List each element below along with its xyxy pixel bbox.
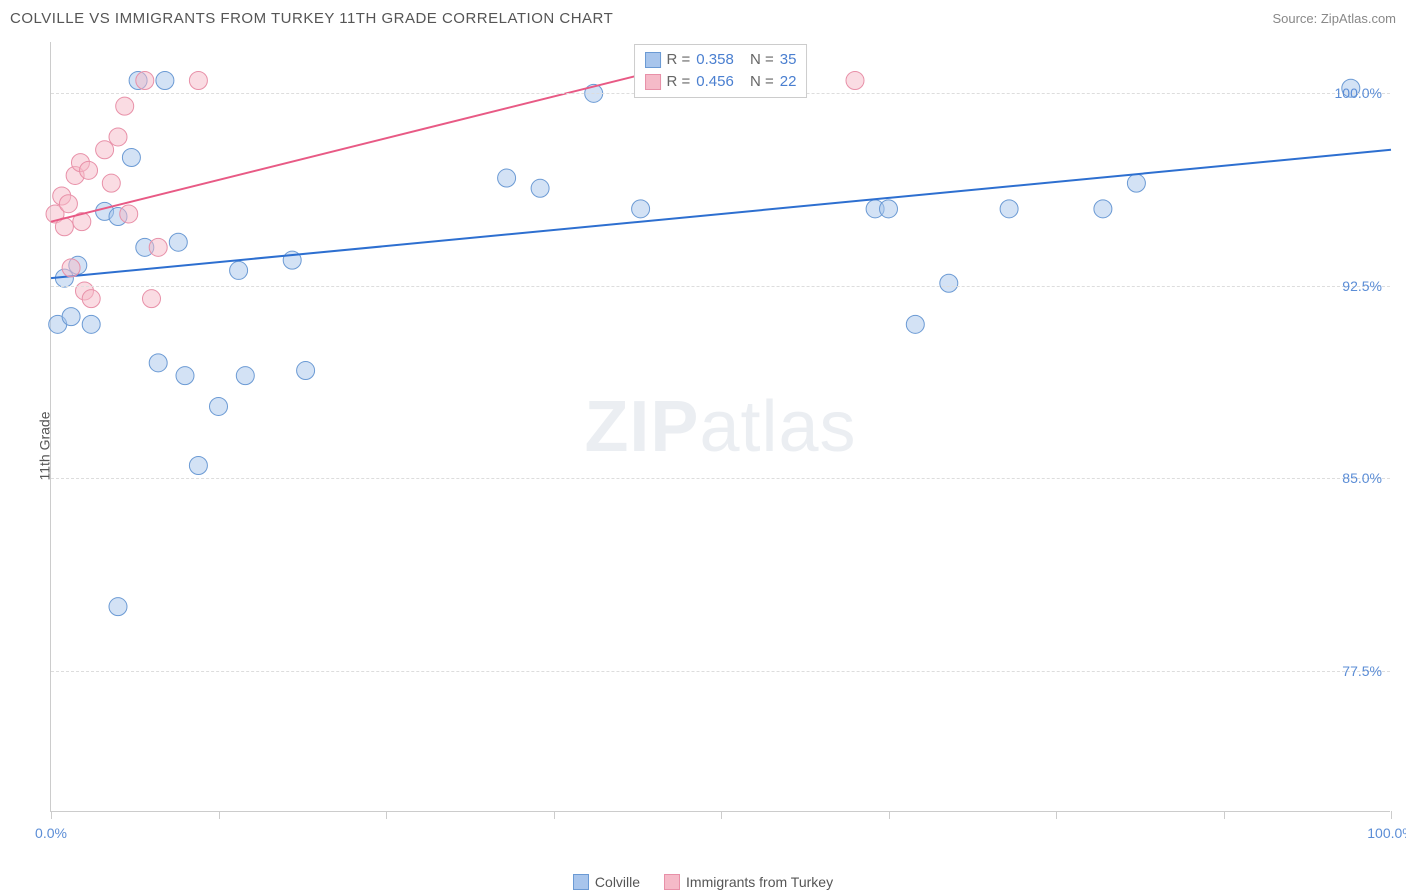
- data-point: [143, 290, 161, 308]
- data-point: [230, 261, 248, 279]
- data-point: [236, 367, 254, 385]
- chart-title: COLVILLE VS IMMIGRANTS FROM TURKEY 11TH …: [10, 10, 613, 27]
- r-label: R =: [667, 71, 691, 93]
- data-point: [96, 141, 114, 159]
- data-point: [62, 308, 80, 326]
- y-tick-label: 92.5%: [1342, 278, 1382, 294]
- legend-label-turkey: Immigrants from Turkey: [686, 874, 833, 890]
- data-point: [632, 200, 650, 218]
- data-point: [498, 169, 516, 187]
- r-label: R =: [667, 49, 691, 71]
- x-tick-label: 100.0%: [1367, 825, 1406, 841]
- legend-item-colville: Colville: [573, 874, 640, 890]
- data-point: [80, 161, 98, 179]
- data-point: [109, 598, 127, 616]
- data-point: [59, 195, 77, 213]
- data-point: [149, 354, 167, 372]
- chart-header: COLVILLE VS IMMIGRANTS FROM TURKEY 11TH …: [10, 10, 1396, 27]
- x-tick: [889, 811, 890, 819]
- y-tick-label: 85.0%: [1342, 470, 1382, 486]
- data-point: [62, 259, 80, 277]
- data-point: [102, 174, 120, 192]
- correlation-legend: R = 0.358 N = 35 R = 0.456 N = 22: [634, 44, 808, 98]
- gridline: [51, 478, 1390, 479]
- data-point: [880, 200, 898, 218]
- x-tick: [219, 811, 220, 819]
- data-point: [82, 315, 100, 333]
- swatch-turkey: [664, 874, 680, 890]
- swatch-colville: [645, 52, 661, 68]
- x-tick: [386, 811, 387, 819]
- data-point: [169, 233, 187, 251]
- data-point: [210, 397, 228, 415]
- r-value-turkey: 0.456: [696, 71, 734, 93]
- data-point: [156, 72, 174, 90]
- data-point: [109, 128, 127, 146]
- scatter-svg: [51, 42, 1390, 811]
- data-point: [1127, 174, 1145, 192]
- r-value-colville: 0.358: [696, 49, 734, 71]
- x-tick: [1224, 811, 1225, 819]
- swatch-colville: [573, 874, 589, 890]
- x-tick-label: 0.0%: [35, 825, 67, 841]
- data-point: [189, 457, 207, 475]
- y-tick-label: 100.0%: [1335, 85, 1382, 101]
- data-point: [846, 72, 864, 90]
- data-point: [136, 72, 154, 90]
- y-tick-label: 77.5%: [1342, 663, 1382, 679]
- data-point: [531, 179, 549, 197]
- x-tick: [1056, 811, 1057, 819]
- gridline: [51, 286, 1390, 287]
- data-point: [940, 274, 958, 292]
- x-tick: [1391, 811, 1392, 819]
- data-point: [297, 362, 315, 380]
- legend-item-turkey: Immigrants from Turkey: [664, 874, 833, 890]
- data-point: [1000, 200, 1018, 218]
- legend-row-colville: R = 0.358 N = 35: [645, 49, 797, 71]
- data-point: [122, 149, 140, 167]
- x-tick: [554, 811, 555, 819]
- x-tick: [721, 811, 722, 819]
- series-legend: Colville Immigrants from Turkey: [0, 874, 1406, 890]
- legend-row-turkey: R = 0.456 N = 22: [645, 71, 797, 93]
- x-tick: [51, 811, 52, 819]
- source-attribution: Source: ZipAtlas.com: [1272, 11, 1396, 26]
- trend-line: [51, 150, 1391, 278]
- chart-plot-area: ZIPatlas R = 0.358 N = 35 R = 0.456 N = …: [50, 42, 1390, 812]
- data-point: [116, 97, 134, 115]
- data-point: [120, 205, 138, 223]
- n-label: N =: [750, 49, 774, 71]
- data-point: [149, 238, 167, 256]
- data-point: [176, 367, 194, 385]
- n-label: N =: [750, 71, 774, 93]
- data-point: [1094, 200, 1112, 218]
- legend-label-colville: Colville: [595, 874, 640, 890]
- data-point: [906, 315, 924, 333]
- swatch-turkey: [645, 74, 661, 90]
- n-value-colville: 35: [780, 49, 797, 71]
- data-point: [82, 290, 100, 308]
- gridline: [51, 671, 1390, 672]
- data-point: [189, 72, 207, 90]
- n-value-turkey: 22: [780, 71, 797, 93]
